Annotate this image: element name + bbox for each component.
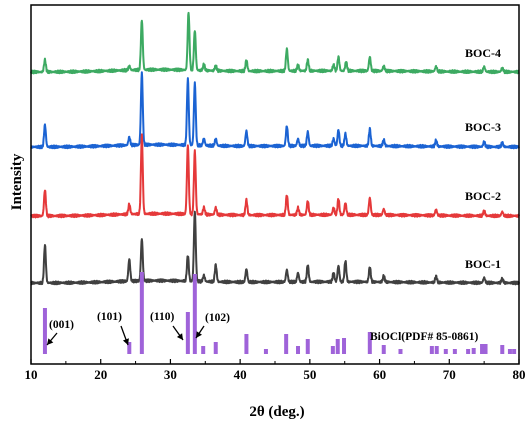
series-label-boc-4: BOC-4 <box>465 46 501 60</box>
reference-line <box>139 272 144 354</box>
series-curve-boc-2 <box>30 133 520 219</box>
x-axis-title: 2θ (deg.) <box>249 404 304 420</box>
series-label-boc-2: BOC-2 <box>465 189 501 203</box>
reference-line <box>429 346 434 354</box>
reference-line <box>483 344 488 354</box>
reference-line <box>381 345 386 354</box>
y-axis-title: Intensity <box>9 153 25 210</box>
x-tick-label: 60 <box>373 367 386 382</box>
reference-line <box>284 334 289 354</box>
reference-line <box>398 349 403 354</box>
x-tick-label: 20 <box>94 367 107 382</box>
x-axis-ticks: 10 20 30 40 50 60 70 80 <box>25 359 526 382</box>
x-tick-label: 30 <box>164 367 177 382</box>
x-tick-label: 50 <box>303 367 316 382</box>
reference-label: BiOCl(PDF# 85-0861) <box>370 331 478 343</box>
reference-lines: BiOCl(PDF# 85-0861) <box>42 272 517 354</box>
reference-line <box>500 345 505 354</box>
reference-line <box>305 339 310 354</box>
reference-line <box>512 349 517 354</box>
reference-line <box>471 348 476 354</box>
series-curve-boc-3 <box>30 71 520 150</box>
series-curve-boc-4 <box>30 11 520 75</box>
peak-label: (102) <box>205 312 230 324</box>
reference-line <box>434 346 439 354</box>
series-curves <box>30 11 520 286</box>
peak-arrow-head <box>196 331 202 338</box>
x-tick-label: 40 <box>234 367 247 382</box>
peak-arrow-head <box>176 333 183 340</box>
reference-line <box>342 338 347 354</box>
reference-line <box>452 349 457 354</box>
reference-line <box>192 274 197 354</box>
series-label-boc-1: BOC-1 <box>465 257 501 271</box>
x-tick-label: 10 <box>25 367 38 382</box>
reference-line <box>507 349 512 354</box>
reference-line <box>213 342 218 354</box>
peak-label: (101) <box>97 311 122 323</box>
x-tick-label: 70 <box>443 367 456 382</box>
reference-line <box>42 308 47 354</box>
reference-line <box>466 349 471 354</box>
series-labels: BOC-4 BOC-3 BOC-2 BOC-1 <box>465 46 501 271</box>
reference-line <box>244 334 249 354</box>
x-tick-label: 80 <box>513 367 526 382</box>
reference-line <box>367 332 372 354</box>
series-curve-boc-1 <box>30 210 520 286</box>
peak-label: (110) <box>150 311 174 323</box>
peak-label: (001) <box>49 319 74 331</box>
reference-line <box>201 346 206 354</box>
reference-line <box>443 349 448 354</box>
series-label-boc-3: BOC-3 <box>465 120 501 134</box>
reference-line <box>480 344 485 354</box>
reference-line <box>296 346 301 354</box>
reference-line <box>263 349 268 354</box>
peak-arrow-head <box>47 338 54 345</box>
reference-line <box>330 346 335 354</box>
reference-line <box>185 312 190 354</box>
reference-line <box>127 342 132 354</box>
peak-annotations: (001) (101) (110) (102) <box>46 311 230 346</box>
reference-line <box>335 339 340 354</box>
peak-arrow-head <box>122 338 129 345</box>
